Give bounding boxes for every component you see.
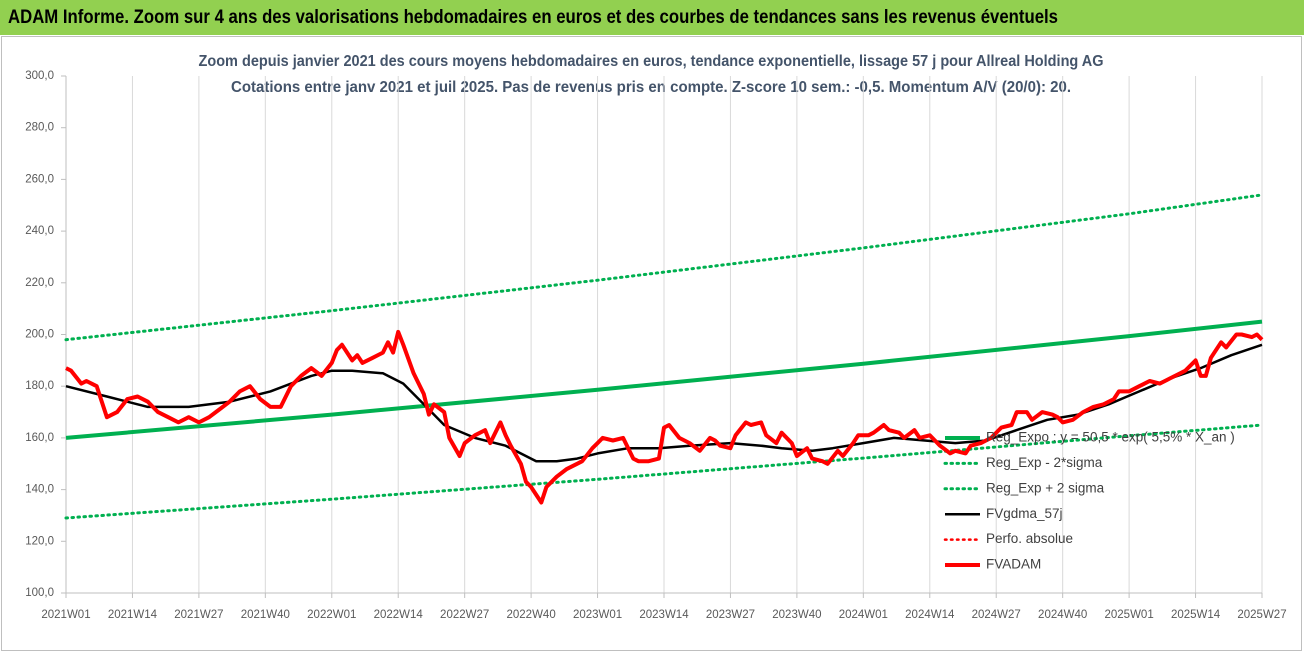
- x-tick-label: 2025W27: [1237, 609, 1286, 621]
- series-line: [64, 193, 1264, 342]
- x-tick-label: 2021W01: [41, 609, 90, 621]
- chart-border: [1, 36, 1302, 651]
- y-tick-label: 160,0: [25, 432, 54, 444]
- x-tick-label: 2023W40: [772, 609, 821, 621]
- x-tick-label: 2023W27: [706, 609, 755, 621]
- series-line: [65, 319, 1263, 440]
- x-tick-label: 2022W40: [506, 609, 555, 621]
- legend-label: FVgdma_57j: [986, 506, 1063, 521]
- x-tick-label: 2024W14: [905, 609, 955, 621]
- chart-subtitle: Cotations entre janv 2021 et juil 2025. …: [231, 79, 1071, 96]
- y-tick-label: 120,0: [25, 535, 54, 547]
- y-tick-label: 100,0: [25, 587, 54, 599]
- legend-label: Perfo. absolue: [986, 531, 1073, 546]
- x-tick-label: 2021W14: [108, 609, 158, 621]
- x-tick-label: 2025W14: [1171, 609, 1221, 621]
- y-tick-label: 140,0: [25, 484, 54, 496]
- chart-title: Zoom depuis janvier 2021 des cours moyen…: [199, 53, 1104, 70]
- x-tick-label: 2022W14: [374, 609, 424, 621]
- y-tick-label: 260,0: [25, 173, 54, 185]
- y-tick-label: 280,0: [25, 122, 54, 134]
- x-tick-label: 2022W01: [307, 609, 356, 621]
- x-tick-label: 2024W27: [972, 609, 1021, 621]
- x-tick-label: 2024W01: [839, 609, 888, 621]
- series-line: [65, 329, 1264, 505]
- x-tick-label: 2023W14: [639, 609, 689, 621]
- y-tick-label: 200,0: [25, 329, 54, 341]
- y-tick-label: 300,0: [25, 70, 54, 82]
- header-bar: [0, 0, 1304, 35]
- x-tick-label: 2022W27: [440, 609, 489, 621]
- y-tick-label: 220,0: [25, 277, 54, 289]
- y-tick-label: 180,0: [25, 380, 54, 392]
- legend-label: Reg_Expo : y = 50,5 * exp( 5,5% * X_an ): [986, 430, 1235, 445]
- x-tick-label: 2023W01: [573, 609, 622, 621]
- x-tick-label: 2024W40: [1038, 609, 1087, 621]
- x-tick-label: 2021W27: [174, 609, 223, 621]
- page-title: ADAM Informe. Zoom sur 4 ans des valoris…: [8, 7, 1058, 28]
- y-tick-label: 240,0: [25, 225, 54, 237]
- x-tick-label: 2021W40: [241, 609, 290, 621]
- series-line: [64, 423, 1264, 520]
- x-tick-label: 2025W01: [1104, 609, 1153, 621]
- legend-label: Reg_Exp + 2 sigma: [986, 480, 1105, 495]
- legend-label: FVADAM: [986, 557, 1041, 572]
- legend-label: Reg_Exp - 2*sigma: [986, 455, 1103, 470]
